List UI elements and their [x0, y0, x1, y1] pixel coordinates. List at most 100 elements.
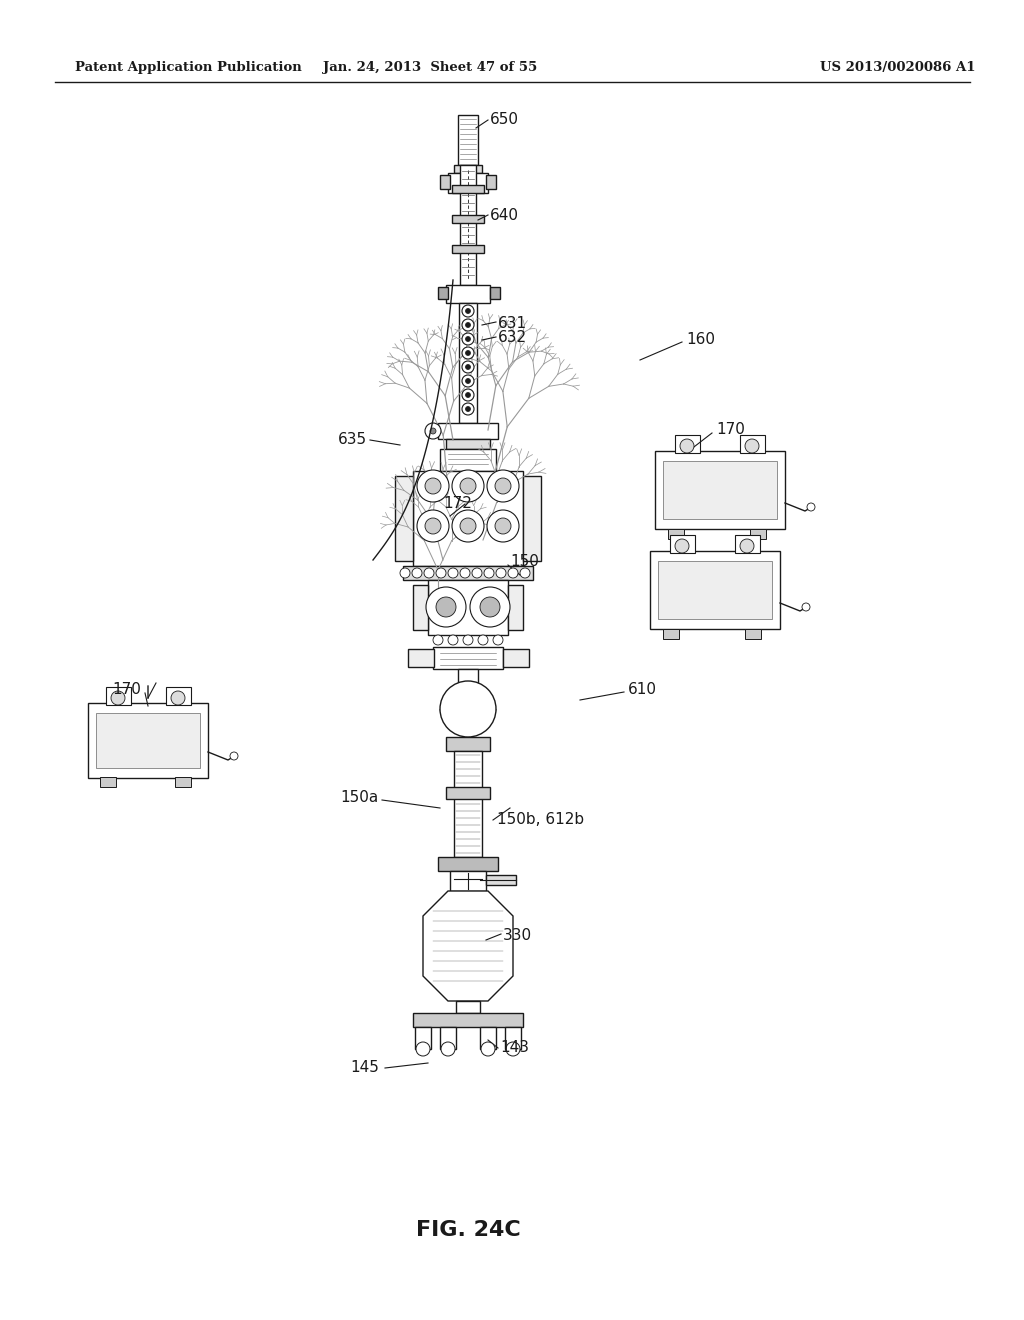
Bar: [663, 461, 777, 519]
Circle shape: [460, 568, 470, 578]
Circle shape: [425, 478, 441, 494]
Bar: [486, 176, 496, 189]
Text: 330: 330: [503, 928, 532, 942]
Circle shape: [400, 568, 410, 578]
Circle shape: [462, 375, 474, 387]
Text: 160: 160: [686, 333, 715, 347]
Circle shape: [466, 392, 470, 397]
Circle shape: [520, 568, 530, 578]
Circle shape: [424, 568, 434, 578]
Circle shape: [111, 690, 125, 705]
Bar: [452, 215, 484, 223]
Bar: [508, 585, 523, 630]
Circle shape: [472, 568, 482, 578]
Text: 632: 632: [498, 330, 527, 346]
Circle shape: [478, 635, 488, 645]
Bar: [486, 875, 516, 884]
Bar: [395, 477, 413, 561]
Circle shape: [452, 510, 484, 543]
Text: 650: 650: [490, 112, 519, 128]
Bar: [745, 630, 761, 639]
Circle shape: [433, 635, 443, 645]
Circle shape: [436, 568, 446, 578]
Circle shape: [416, 1041, 430, 1056]
Bar: [446, 787, 490, 799]
Circle shape: [462, 403, 474, 414]
Circle shape: [466, 337, 470, 342]
Circle shape: [462, 389, 474, 401]
Circle shape: [426, 587, 466, 627]
Circle shape: [807, 503, 815, 511]
Bar: [413, 1012, 523, 1027]
Text: Jan. 24, 2013  Sheet 47 of 55: Jan. 24, 2013 Sheet 47 of 55: [323, 62, 538, 74]
Text: 150b, 612b: 150b, 612b: [497, 813, 584, 828]
Circle shape: [487, 510, 519, 543]
Bar: [490, 286, 500, 300]
Text: 170: 170: [112, 682, 141, 697]
Circle shape: [452, 470, 484, 502]
Text: Patent Application Publication: Patent Application Publication: [75, 62, 302, 74]
Bar: [458, 115, 478, 165]
Bar: [446, 737, 490, 751]
Bar: [413, 471, 523, 566]
Circle shape: [487, 470, 519, 502]
Bar: [663, 630, 679, 639]
Polygon shape: [423, 891, 513, 1001]
Circle shape: [425, 517, 441, 535]
Circle shape: [417, 510, 449, 543]
Text: 610: 610: [628, 682, 657, 697]
Circle shape: [449, 635, 458, 645]
Bar: [413, 585, 428, 630]
Bar: [740, 436, 765, 453]
Circle shape: [436, 597, 456, 616]
Bar: [454, 165, 482, 173]
Text: 150a: 150a: [340, 791, 378, 805]
Bar: [428, 579, 508, 635]
Circle shape: [740, 539, 754, 553]
Circle shape: [495, 517, 511, 535]
Bar: [480, 1027, 496, 1049]
Text: 635: 635: [338, 433, 368, 447]
Bar: [503, 649, 529, 667]
Circle shape: [460, 478, 476, 494]
Text: 172: 172: [443, 495, 472, 511]
Bar: [735, 535, 760, 553]
Bar: [408, 649, 434, 667]
Bar: [438, 857, 498, 871]
Circle shape: [496, 568, 506, 578]
Text: 143: 143: [500, 1040, 529, 1056]
Text: 145: 145: [350, 1060, 379, 1076]
Circle shape: [466, 322, 470, 327]
Circle shape: [462, 305, 474, 317]
Text: 170: 170: [716, 422, 744, 437]
Circle shape: [802, 603, 810, 611]
Circle shape: [417, 470, 449, 502]
Bar: [440, 449, 496, 471]
Bar: [403, 566, 534, 579]
Bar: [446, 440, 490, 449]
Bar: [100, 777, 116, 787]
Circle shape: [466, 309, 470, 314]
Circle shape: [449, 568, 458, 578]
Circle shape: [441, 1041, 455, 1056]
Bar: [523, 477, 541, 561]
Circle shape: [493, 635, 503, 645]
Circle shape: [425, 422, 441, 440]
Bar: [96, 713, 200, 768]
Circle shape: [462, 347, 474, 359]
Circle shape: [440, 681, 496, 737]
Circle shape: [460, 517, 476, 535]
Circle shape: [508, 568, 518, 578]
Circle shape: [462, 319, 474, 331]
Bar: [438, 422, 498, 440]
Bar: [106, 686, 131, 705]
Circle shape: [506, 1041, 520, 1056]
Text: 631: 631: [498, 315, 527, 330]
Text: 150: 150: [510, 554, 539, 569]
Bar: [456, 1001, 480, 1012]
Bar: [459, 304, 477, 422]
Text: FIG. 24C: FIG. 24C: [416, 1220, 520, 1239]
Bar: [460, 165, 476, 285]
Bar: [440, 176, 450, 189]
Circle shape: [495, 478, 511, 494]
